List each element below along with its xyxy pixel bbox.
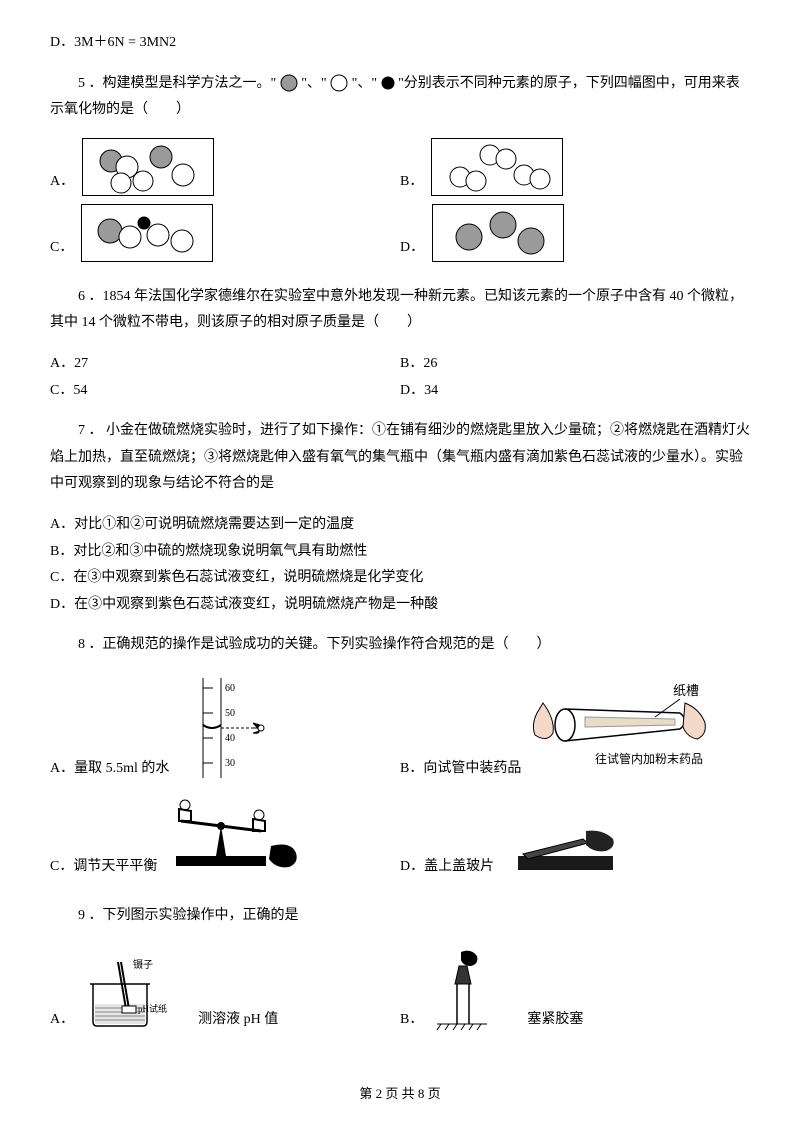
q5-c-label: C． bbox=[50, 235, 73, 262]
q9-a-diagram: 镊子 pH试纸 bbox=[78, 954, 178, 1034]
q9-b-text: 塞紧胶塞 bbox=[527, 1007, 583, 1034]
q9-text: 9 ．下列图示实验操作中，正确的是 bbox=[50, 903, 750, 930]
q4-option-d: D．3M＋6N = 3MN2 bbox=[50, 30, 750, 57]
q5-a-diagram bbox=[82, 138, 214, 196]
q7-b: B．对比②和③中硫的燃烧现象说明氧气具有助燃性 bbox=[50, 539, 750, 566]
q7-c: C．在③中观察到紫色石蕊试液变红，说明硫燃烧是化学变化 bbox=[50, 565, 750, 592]
q5-d-label: D． bbox=[400, 235, 424, 262]
q8-option-c: C．调节天平平衡 bbox=[50, 791, 400, 881]
q5-option-b: B． bbox=[400, 138, 750, 196]
q8-c-label: C．调节天平平衡 bbox=[50, 854, 157, 881]
black-atom-icon bbox=[381, 76, 395, 90]
q6-a: A．27 bbox=[50, 351, 400, 378]
q5-option-a: A． bbox=[50, 138, 400, 196]
q5-t3: "、" bbox=[352, 76, 377, 91]
q8-a-label: A．量取 5.5ml 的水 bbox=[50, 756, 169, 783]
q5-b-label: B． bbox=[400, 169, 423, 196]
q9-b-diagram bbox=[427, 944, 497, 1034]
q6-b: B．26 bbox=[400, 351, 750, 378]
tweezers-label: 镊子 bbox=[133, 959, 153, 971]
q8-d-label: D．盖上盖玻片 bbox=[400, 854, 494, 881]
q5-d-diagram bbox=[432, 204, 564, 262]
q5-t1: 5 ．构建模型是科学方法之一。" bbox=[78, 76, 276, 91]
grey-atom-icon bbox=[280, 74, 298, 92]
q8-option-a: A．量取 5.5ml 的水 60 50 40 30 bbox=[50, 673, 400, 783]
paper-trough-label: 纸槽 bbox=[673, 683, 699, 698]
q6-text: 6 ．1854 年法国化学家德维尔在实验室中意外地发现一种新元素。已知该元素的一… bbox=[50, 284, 750, 337]
q9-options: A． 镊子 pH试纸 测溶液 pH 值 B． bbox=[50, 944, 750, 1042]
q7-a: A．对比①和②可说明硫燃烧需要达到一定的温度 bbox=[50, 512, 750, 539]
page-footer: 第 2 页 共 8 页 bbox=[50, 1082, 750, 1107]
q9-a-label: A． bbox=[50, 1007, 74, 1034]
q6-c: C．54 bbox=[50, 378, 400, 405]
q8-b-label: B．向试管中装药品 bbox=[400, 756, 521, 783]
q5-c-diagram bbox=[81, 204, 213, 262]
q8-d-diagram bbox=[498, 821, 648, 881]
q5-option-d: D． bbox=[400, 204, 750, 262]
q5-b-diagram bbox=[431, 138, 563, 196]
q8-option-d: D．盖上盖玻片 bbox=[400, 791, 750, 881]
tick-30: 30 bbox=[225, 758, 235, 769]
ph-paper-label: pH试纸 bbox=[138, 1003, 167, 1014]
white-atom-icon bbox=[330, 74, 348, 92]
q8-option-b: B．向试管中装药品 纸槽 往试管内加粉末药品 bbox=[400, 673, 750, 783]
tick-40: 40 bbox=[225, 733, 235, 744]
add-powder-label: 往试管内加粉末药品 bbox=[595, 751, 703, 766]
q9-b-label: B． bbox=[400, 1007, 423, 1034]
q7-d: D．在③中观察到紫色石蕊试液变红，说明硫燃烧产物是一种酸 bbox=[50, 592, 750, 619]
q8-a-diagram: 60 50 40 30 bbox=[173, 673, 283, 783]
q9-option-b: B． 塞紧胶塞 bbox=[400, 944, 750, 1034]
q8-b-diagram: 纸槽 往试管内加粉末药品 bbox=[525, 683, 725, 783]
tick-60: 60 bbox=[225, 683, 235, 694]
q5-text: 5 ．构建模型是科学方法之一。" "、" "、" "分别表示不同种元素的原子，下… bbox=[50, 71, 750, 124]
q6-row1: A．27 B．26 bbox=[50, 351, 750, 378]
q6-d: D．34 bbox=[400, 378, 750, 405]
q5-options: A． B． C． bbox=[50, 138, 750, 270]
q5-a-label: A． bbox=[50, 169, 74, 196]
q9-a-text: 测溶液 pH 值 bbox=[198, 1007, 278, 1034]
tick-50: 50 bbox=[225, 708, 235, 719]
q8-text: 8 ．正确规范的操作是试验成功的关键。下列实验操作符合规范的是（ ） bbox=[50, 632, 750, 659]
q7-text: 7 ． 小金在做硫燃烧实验时，进行了如下操作：①在铺有细沙的燃烧匙里放入少量硫；… bbox=[50, 418, 750, 498]
q5-option-c: C． bbox=[50, 204, 400, 262]
q6-row2: C．54 D．34 bbox=[50, 378, 750, 405]
q8-c-diagram bbox=[161, 791, 311, 881]
q5-t2: "、" bbox=[301, 76, 326, 91]
q8-options: A．量取 5.5ml 的水 60 50 40 30 B．向试管中装药品 纸槽 bbox=[50, 673, 750, 889]
q9-option-a: A． 镊子 pH试纸 测溶液 pH 值 bbox=[50, 944, 400, 1034]
